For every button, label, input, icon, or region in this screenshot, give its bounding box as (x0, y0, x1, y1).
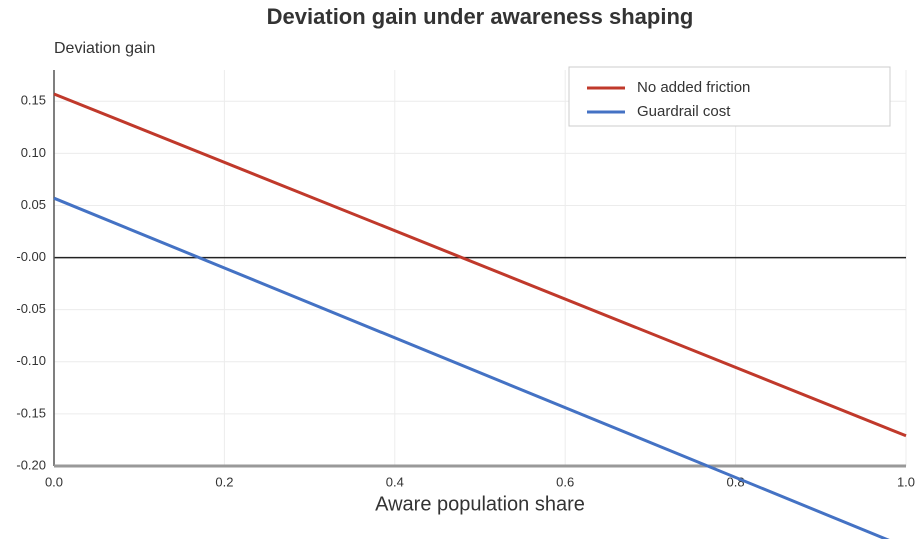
x-tick-label: 1.0 (897, 474, 915, 489)
y-tick-label: -0.00 (16, 249, 46, 264)
legend-label: Guardrail cost (637, 103, 731, 120)
y-axis-label: Deviation gain (54, 40, 155, 57)
y-tick-label: -0.20 (16, 457, 46, 472)
series-line (53, 92, 907, 438)
y-tick-label: 0.10 (21, 145, 46, 160)
y-tick-label: 0.05 (21, 197, 46, 212)
x-axis-label: Aware population share (375, 493, 585, 515)
chart-title: Deviation gain under awareness shaping (267, 4, 694, 29)
x-tick-label: 0.0 (45, 474, 63, 489)
y-tick-label: -0.15 (16, 405, 46, 420)
legend-box (568, 66, 891, 127)
x-tick-label: 0.2 (215, 474, 233, 489)
x-tick-label: 0.4 (386, 474, 404, 489)
x-tick-label: 0.6 (556, 474, 574, 489)
y-tick-label: 0.15 (21, 93, 46, 108)
series-line (53, 196, 890, 539)
y-tick-label: -0.10 (16, 353, 46, 368)
legend-label: No added friction (637, 79, 750, 96)
y-tick-label: -0.05 (16, 301, 46, 316)
